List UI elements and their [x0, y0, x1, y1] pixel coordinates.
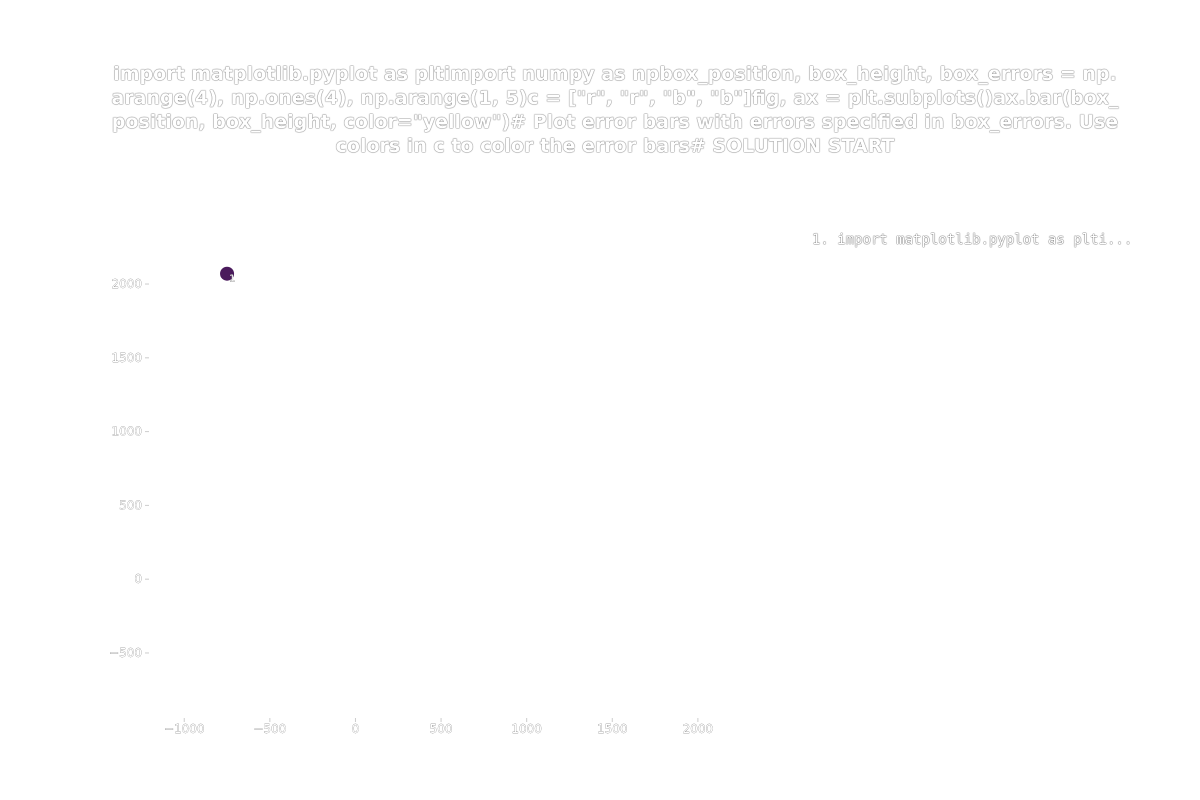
x-tick-label: 2000	[683, 722, 714, 736]
x-axis: −1000 −500 0 500 1000 1500 2000	[164, 718, 713, 736]
x-tick-label: −1000	[164, 722, 205, 736]
x-tick-label: 0	[352, 722, 360, 736]
data-point-label: 1	[229, 274, 235, 285]
x-tick-label: 1500	[597, 722, 628, 736]
y-tick-label: 2000	[111, 277, 142, 291]
y-tick-label: 0	[134, 572, 142, 586]
y-tick-label: −500	[109, 646, 142, 660]
y-tick-label: 1500	[111, 351, 142, 365]
chart-title: import matplotlib.pyplot as pltimport nu…	[111, 63, 1119, 157]
x-tick-label: 500	[430, 722, 453, 736]
y-tick-label: 500	[119, 498, 142, 512]
data-points: 1	[220, 266, 236, 285]
y-axis: −500 0 500 1000 1500 2000	[109, 277, 149, 660]
legend-entry: 1. import matplotlib.pyplot as plti...	[812, 232, 1133, 248]
x-tick-label: 1000	[511, 722, 542, 736]
data-point	[220, 266, 235, 281]
y-tick-label: 1000	[111, 425, 142, 439]
x-tick-label: −500	[253, 722, 286, 736]
